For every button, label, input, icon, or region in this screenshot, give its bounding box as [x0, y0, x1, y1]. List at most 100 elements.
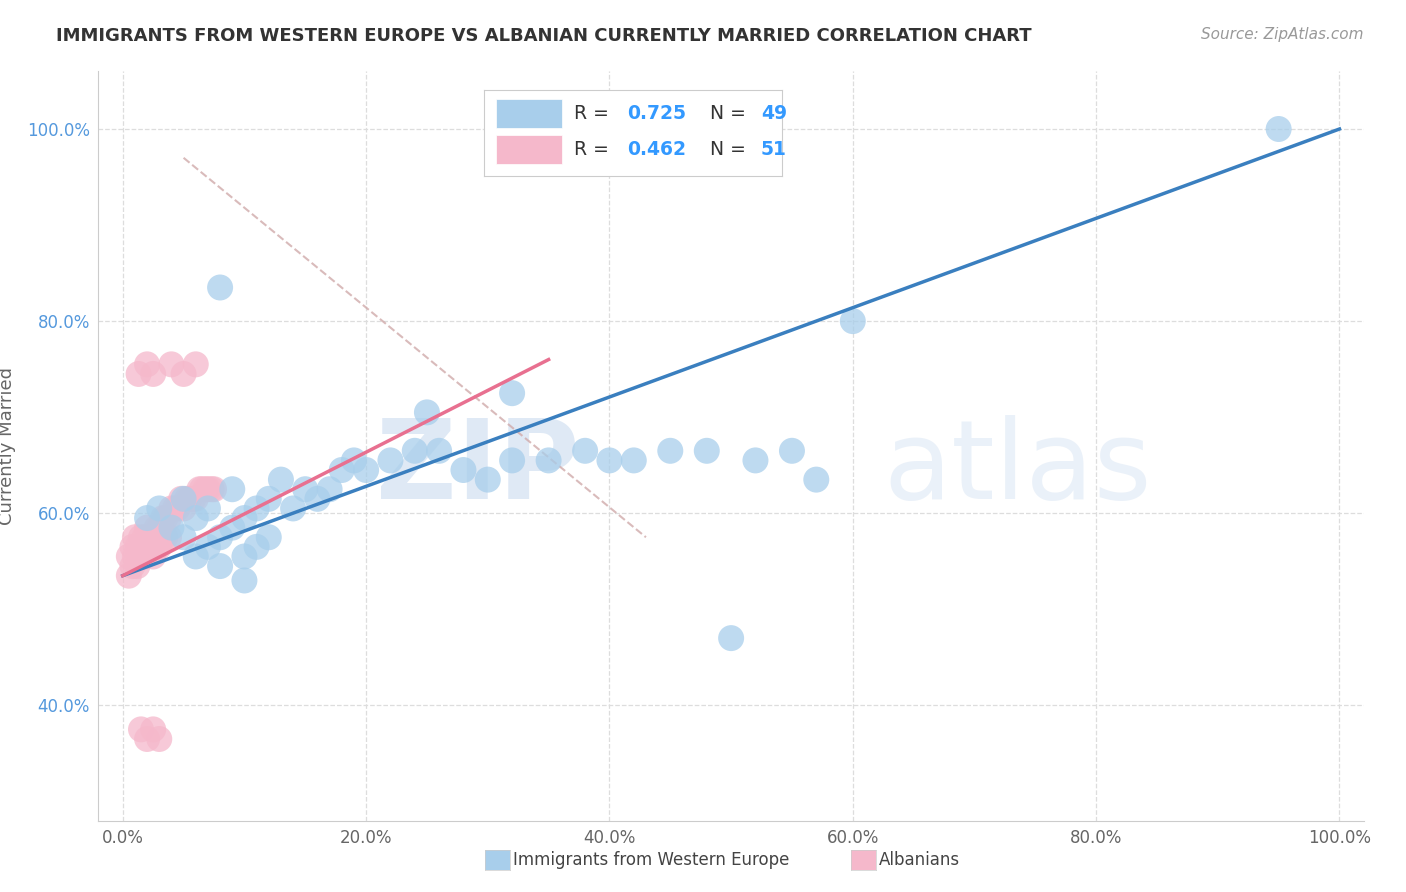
Point	[127, 540, 149, 554]
Point	[720, 631, 742, 645]
Point	[127, 559, 149, 574]
Point	[148, 501, 170, 516]
Point	[136, 521, 159, 535]
Point	[233, 549, 256, 564]
Point	[136, 357, 159, 371]
Point	[197, 501, 219, 516]
Point	[404, 443, 426, 458]
Point	[184, 549, 207, 564]
Point	[501, 453, 523, 467]
Point	[194, 482, 217, 496]
Point	[281, 501, 304, 516]
Point	[148, 540, 170, 554]
Point	[221, 521, 243, 535]
Text: atlas: atlas	[883, 415, 1152, 522]
Point	[129, 530, 152, 544]
Point	[233, 574, 256, 588]
Point	[427, 443, 450, 458]
Point	[129, 723, 152, 737]
Point	[173, 530, 195, 544]
Point	[257, 491, 280, 506]
Point	[124, 530, 146, 544]
Point	[191, 482, 214, 496]
Point	[146, 521, 169, 535]
Point	[170, 491, 193, 506]
Point	[477, 473, 499, 487]
Point	[142, 367, 165, 381]
Point	[142, 530, 165, 544]
Point	[806, 473, 828, 487]
Point	[200, 482, 222, 496]
Point	[188, 482, 211, 496]
Point	[416, 405, 439, 419]
Point	[155, 530, 177, 544]
Point	[202, 482, 225, 496]
Point	[136, 511, 159, 525]
Point	[173, 367, 195, 381]
Point	[118, 549, 141, 564]
Point	[134, 530, 156, 544]
Point	[1267, 122, 1289, 136]
Point	[318, 482, 340, 496]
Point	[221, 482, 243, 496]
Point	[152, 530, 174, 544]
Point	[233, 511, 256, 525]
Y-axis label: Currently Married: Currently Married	[0, 367, 15, 525]
Text: Albanians: Albanians	[879, 851, 960, 869]
Point	[173, 501, 195, 516]
Point	[184, 491, 207, 506]
Point	[136, 731, 159, 746]
Point	[354, 463, 377, 477]
Point	[501, 386, 523, 401]
Point	[165, 501, 187, 516]
Point	[179, 491, 201, 506]
Point	[146, 540, 169, 554]
Point	[184, 357, 207, 371]
Point	[380, 453, 402, 467]
Point	[121, 540, 143, 554]
Point	[160, 357, 183, 371]
Point	[209, 559, 232, 574]
Text: ZIP: ZIP	[375, 415, 579, 522]
Point	[128, 367, 150, 381]
Point	[197, 482, 219, 496]
Point	[197, 540, 219, 554]
Text: Immigrants from Western Europe: Immigrants from Western Europe	[513, 851, 790, 869]
Point	[780, 443, 803, 458]
Point	[142, 549, 165, 564]
Point	[744, 453, 766, 467]
Point	[157, 511, 180, 525]
Point	[307, 491, 329, 506]
Point	[160, 521, 183, 535]
Point	[270, 473, 292, 487]
Point	[121, 559, 143, 574]
Point	[343, 453, 366, 467]
Point	[842, 314, 865, 328]
Point	[623, 453, 645, 467]
Point	[152, 511, 174, 525]
Point	[246, 540, 269, 554]
Point	[598, 453, 620, 467]
Point	[537, 453, 560, 467]
Point	[176, 491, 198, 506]
Point	[129, 549, 152, 564]
Point	[124, 549, 146, 564]
Point	[574, 443, 596, 458]
Text: Source: ZipAtlas.com: Source: ZipAtlas.com	[1201, 27, 1364, 42]
Point	[659, 443, 682, 458]
Point	[136, 540, 159, 554]
Point	[257, 530, 280, 544]
Point	[166, 501, 188, 516]
Point	[184, 511, 207, 525]
Point	[294, 482, 316, 496]
Point	[209, 280, 232, 294]
Point	[118, 568, 141, 582]
Point	[246, 501, 269, 516]
Point	[142, 723, 165, 737]
Point	[453, 463, 475, 477]
Point	[157, 530, 180, 544]
Point	[173, 491, 195, 506]
Point	[696, 443, 718, 458]
Point	[148, 731, 170, 746]
Point	[148, 521, 170, 535]
